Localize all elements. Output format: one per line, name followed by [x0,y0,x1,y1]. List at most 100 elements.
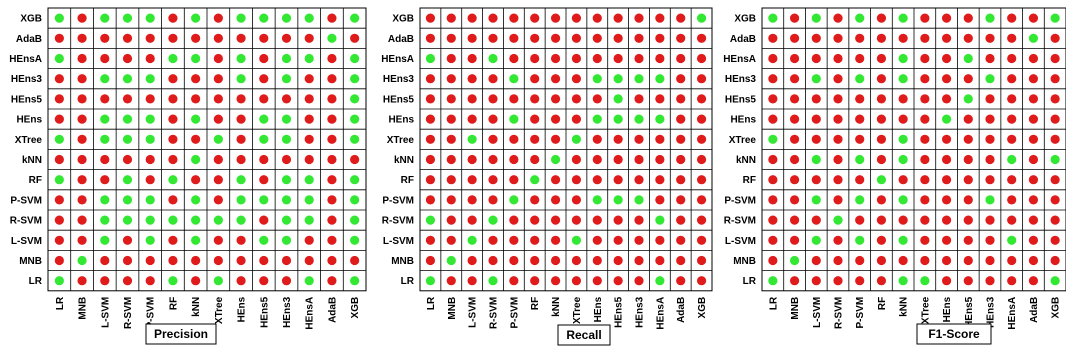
red-dot [920,134,930,144]
red-dot [54,215,64,225]
red-dot [855,53,865,64]
red-dot [327,215,337,225]
red-dot [941,215,952,225]
red-dot [920,215,930,225]
red-dot [833,13,843,23]
red-dot [696,195,707,205]
red-dot [1050,94,1060,104]
green-dot [281,13,292,23]
red-dot [941,255,952,266]
green-dot [259,13,269,23]
red-dot [467,175,477,185]
red-dot [963,235,973,245]
green-dot [634,114,644,124]
red-dot [676,33,686,43]
green-dot [985,13,995,23]
red-dot [122,154,133,165]
red-dot [1050,175,1060,185]
red-dot [855,114,865,124]
green-dot [350,195,360,205]
red-dot [655,53,665,64]
green-dot [488,53,498,64]
green-dot [1050,13,1060,23]
red-dot [327,235,337,245]
green-dot [191,154,201,165]
red-dot [145,94,155,104]
red-dot [613,276,623,286]
red-dot [304,235,314,245]
red-dot [676,154,686,165]
red-dot [1007,33,1017,43]
red-dot [920,114,930,124]
red-dot [54,235,64,245]
green-dot [655,215,665,225]
red-dot [811,215,821,225]
y-tick-label: MNB [733,256,756,267]
red-dot [1007,175,1017,185]
y-tick-label: MNB [391,256,414,267]
green-dot [1007,235,1017,245]
red-dot [100,255,110,266]
red-dot [1028,175,1039,185]
red-dot [833,276,843,286]
red-dot [213,74,223,84]
red-dot [1050,33,1060,43]
green-dot [213,134,223,144]
red-dot [327,154,337,165]
green-dot [304,175,314,185]
green-dot [54,13,64,23]
red-dot [985,114,995,124]
red-dot [833,195,843,205]
red-dot [191,134,201,144]
red-dot [655,33,665,43]
red-dot [855,134,865,144]
green-dot [281,134,292,144]
red-dot [77,154,87,165]
x-tick-label: XTree [214,296,225,324]
red-dot [467,195,477,205]
red-dot [634,53,644,64]
red-dot [696,154,707,165]
green-dot [467,134,477,144]
red-dot [634,33,644,43]
red-dot [213,255,223,266]
red-dot [509,276,519,286]
panel-caption: Precision [154,327,208,341]
green-dot [168,175,178,185]
y-tick-label: HEnsA [381,54,414,65]
red-dot [77,195,87,205]
green-dot [350,74,360,84]
red-dot [985,276,995,286]
red-dot [100,33,110,43]
red-dot [77,175,87,185]
red-dot [236,134,246,144]
y-tick-label: XGB [734,14,756,25]
red-dot [941,53,952,64]
x-tick-label: XTree [920,296,931,324]
green-dot [1028,33,1039,43]
red-dot [696,74,707,84]
red-dot [1050,134,1060,144]
green-dot [122,134,133,144]
red-dot [259,255,269,266]
red-dot [213,33,223,43]
green-dot [191,53,201,64]
caption-box [145,323,217,345]
red-dot [789,235,800,245]
red-dot [963,255,973,266]
green-dot [1050,276,1060,286]
red-dot [1028,154,1039,165]
y-tick-label: RF [743,175,756,186]
red-dot [191,175,201,185]
red-dot [191,255,201,266]
red-dot [613,13,623,23]
green-dot [145,235,155,245]
y-tick-label: MNB [19,256,42,267]
red-dot [213,154,223,165]
green-dot [898,276,908,286]
red-dot [446,134,456,144]
red-dot [530,235,540,245]
red-dot [592,134,602,144]
red-dot [898,175,908,185]
green-dot [327,33,337,43]
